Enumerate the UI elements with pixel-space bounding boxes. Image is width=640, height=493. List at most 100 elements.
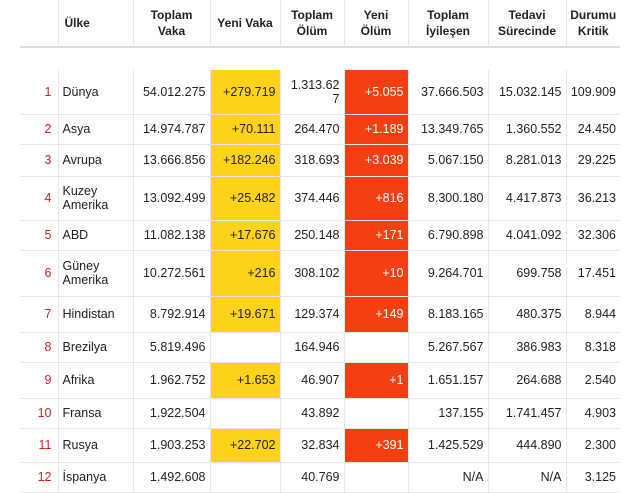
critical-cell: 2.540 <box>565 362 620 399</box>
total-recovered-cell: 9.264.701 <box>407 250 488 297</box>
covid-stats-table-container: Ülke Toplam Vaka Yeni Vaka Toplam Ölüm Y… <box>20 0 620 493</box>
country-cell[interactable]: Afrika <box>57 362 133 399</box>
table-row: 3 Avrupa 13.666.856 +182.246 318.693 +3.039 5.… <box>20 144 620 177</box>
table-row: 10 Fransa 1.922.504 43.892 137.155 1.741.457 4… <box>20 398 620 429</box>
new-deaths-cell: +171 <box>343 220 408 251</box>
row-index: 11 <box>20 428 58 463</box>
active-cases-cell: 4.417.873 <box>487 176 566 221</box>
new-deaths-cell: +1 <box>343 362 408 399</box>
total-recovered-cell: 13.349.765 <box>407 114 488 145</box>
country-cell[interactable]: Fransa <box>57 398 133 429</box>
new-deaths-cell <box>343 332 408 363</box>
new-cases-cell: +216 <box>209 250 280 297</box>
critical-cell: 8.318 <box>565 332 620 363</box>
active-cases-cell: 264.688 <box>487 362 566 399</box>
total-cases-cell: 13.666.856 <box>132 144 210 177</box>
header-active-cases[interactable]: Tedavi Sürecinde <box>487 0 566 48</box>
country-cell[interactable]: Dünya <box>57 70 133 115</box>
total-recovered-cell: 6.790.898 <box>407 220 488 251</box>
country-cell[interactable]: Kuzey Amerika <box>57 176 133 221</box>
new-deaths-cell: +3.039 <box>343 144 408 177</box>
total-deaths-cell: 164.946 <box>279 332 344 363</box>
total-deaths-cell: 308.102 <box>279 250 344 297</box>
header-index <box>20 0 58 48</box>
header-total-cases[interactable]: Toplam Vaka <box>132 0 210 48</box>
country-cell[interactable]: Hindistan <box>57 296 133 333</box>
total-deaths-cell: 43.892 <box>279 398 344 429</box>
header-spacer <box>20 47 620 70</box>
new-cases-cell: +1.653 <box>209 362 280 399</box>
new-cases-cell <box>209 332 280 363</box>
new-deaths-cell: +149 <box>343 296 408 333</box>
table-row: 2 Asya 14.974.787 +70.111 264.470 +1.189 13.34… <box>20 114 620 145</box>
critical-cell: 32.306 <box>565 220 620 251</box>
critical-cell: 4.903 <box>565 398 620 429</box>
critical-cell: 17.451 <box>565 250 620 297</box>
header-new-cases[interactable]: Yeni Vaka <box>209 0 280 48</box>
header-critical[interactable]: Durumu Kritik <box>565 0 620 48</box>
total-cases-cell: 14.974.787 <box>132 114 210 145</box>
critical-cell: 29.225 <box>565 144 620 177</box>
critical-cell: 8.944 <box>565 296 620 333</box>
country-cell[interactable]: Güney Amerika <box>57 250 133 297</box>
table-row: 6 Güney Amerika 10.272.561 +216 308.102 +10 9.… <box>20 250 620 297</box>
row-index: 9 <box>20 362 58 399</box>
row-index: 5 <box>20 220 58 251</box>
total-recovered-cell: 5.267.567 <box>407 332 488 363</box>
total-cases-cell: 10.272.561 <box>132 250 210 297</box>
table-row: 9 Afrika 1.962.752 +1.653 46.907 +1 1.651.157 2… <box>20 362 620 399</box>
country-cell[interactable]: Avrupa <box>57 144 133 177</box>
new-cases-cell: +19.671 <box>209 296 280 333</box>
total-recovered-cell: 5.067.150 <box>407 144 488 177</box>
header-new-deaths[interactable]: Yeni Ölüm <box>343 0 408 48</box>
new-cases-cell: +22.702 <box>209 428 280 463</box>
country-cell[interactable]: Asya <box>57 114 133 145</box>
new-deaths-cell: +391 <box>343 428 408 463</box>
critical-cell: 24.450 <box>565 114 620 145</box>
total-cases-cell: 1.492.608 <box>132 462 210 493</box>
new-deaths-cell: +816 <box>343 176 408 221</box>
total-deaths-cell: 264.470 <box>279 114 344 145</box>
row-index: 3 <box>20 144 58 177</box>
table-body: 1 Dünya 54.012.275 +279.719 1.313.627 +5.055 3… <box>20 47 620 493</box>
table-row: 11 Rusya 1.903.253 +22.702 32.834 +391 1.425.5… <box>20 428 620 463</box>
country-cell[interactable]: Rusya <box>57 428 133 463</box>
header-total-recovered[interactable]: Toplam İyileşen <box>407 0 488 48</box>
total-deaths-cell: 1.313.627 <box>279 70 344 115</box>
new-deaths-cell: +5.055 <box>343 70 408 115</box>
total-cases-cell: 13.092.499 <box>132 176 210 221</box>
new-cases-cell: +279.719 <box>209 70 280 115</box>
row-index: 4 <box>20 176 58 221</box>
total-cases-cell: 1.903.253 <box>132 428 210 463</box>
row-index: 2 <box>20 114 58 145</box>
new-deaths-cell <box>343 398 408 429</box>
header-total-deaths[interactable]: Toplam Ölüm <box>279 0 344 48</box>
total-cases-cell: 5.819.496 <box>132 332 210 363</box>
total-recovered-cell: 1.425.529 <box>407 428 488 463</box>
total-cases-cell: 8.792.914 <box>132 296 210 333</box>
header-country[interactable]: Ülke <box>57 0 133 48</box>
active-cases-cell: 480.375 <box>487 296 566 333</box>
new-cases-cell: +25.482 <box>209 176 280 221</box>
country-cell[interactable]: ABD <box>57 220 133 251</box>
table-row: 7 Hindistan 8.792.914 +19.671 129.374 +149 8.1… <box>20 296 620 333</box>
new-cases-cell: +182.246 <box>209 144 280 177</box>
table-row: 5 ABD 11.082.138 +17.676 250.148 +171 6.790.89… <box>20 220 620 251</box>
active-cases-cell: 699.758 <box>487 250 566 297</box>
total-recovered-cell: N/A <box>407 462 488 493</box>
new-cases-cell: +17.676 <box>209 220 280 251</box>
active-cases-cell: N/A <box>487 462 566 493</box>
total-cases-cell: 1.922.504 <box>132 398 210 429</box>
total-deaths-cell: 40.769 <box>279 462 344 493</box>
table-row: 4 Kuzey Amerika 13.092.499 +25.482 374.446 +8… <box>20 176 620 221</box>
country-cell[interactable]: Brezilya <box>57 332 133 363</box>
active-cases-cell: 4.041.092 <box>487 220 566 251</box>
table-row: 8 Brezilya 5.819.496 164.946 5.267.567 386.98… <box>20 332 620 363</box>
row-index: 7 <box>20 296 58 333</box>
table-row: 1 Dünya 54.012.275 +279.719 1.313.627 +5.055 3… <box>20 70 620 115</box>
critical-cell: 36.213 <box>565 176 620 221</box>
critical-cell: 109.909 <box>565 70 620 115</box>
total-deaths-cell: 129.374 <box>279 296 344 333</box>
new-deaths-cell: +10 <box>343 250 408 297</box>
row-index: 12 <box>20 462 58 493</box>
